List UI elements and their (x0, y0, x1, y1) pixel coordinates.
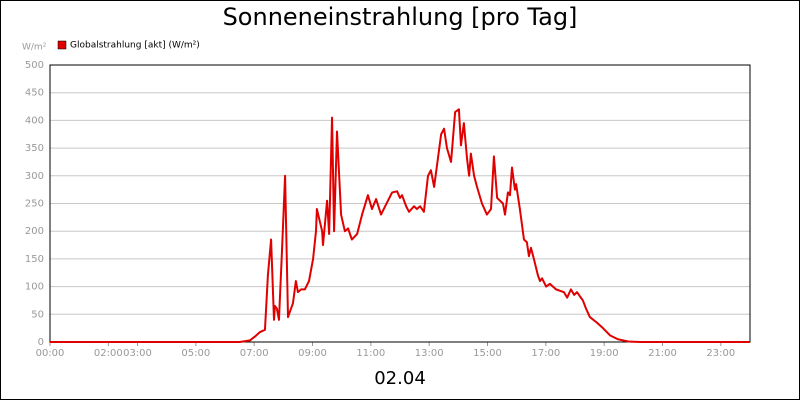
y-unit: W/m² (22, 43, 47, 53)
plot-border (49, 64, 751, 343)
x-tick-label: 02:00 (94, 348, 123, 359)
x-tick-label: 21:00 (648, 348, 677, 359)
x-tick-label: 13:00 (415, 348, 444, 359)
x-tick-label: 23:00 (706, 348, 735, 359)
x-tick-label: 15:00 (473, 348, 502, 359)
x-tick-label: 09:00 (298, 348, 327, 359)
x-tick-label: 05:00 (181, 348, 210, 359)
x-axis-label: 02.04 (374, 368, 426, 389)
y-tick-label: 100 (25, 282, 44, 293)
legend-swatch (57, 40, 67, 50)
x-tick-label: 17:00 (531, 348, 560, 359)
series-line (50, 108, 750, 343)
y-tick-label: 200 (25, 226, 44, 237)
y-tick-label: 400 (25, 115, 44, 126)
chart-title: Sonneneinstrahlung [pro Tag] (223, 3, 578, 31)
y-tick-label: 350 (25, 143, 44, 154)
x-tick-label: 19:00 (590, 348, 619, 359)
y-tick-label: 500 (25, 60, 44, 71)
y-tick-label: 450 (25, 88, 44, 99)
y-tick-label: 150 (25, 254, 44, 265)
grid: 0 50 100 150 200 250 300 350 400 450 500 00:00 02:00… (25, 60, 751, 359)
y-tick-label: 50 (31, 309, 44, 320)
y-tick-label: 300 (25, 171, 44, 182)
y-tick-label: 0 (38, 337, 44, 348)
x-tick-label: 11:00 (356, 348, 385, 359)
x-tick-label: 00:00 (36, 348, 65, 359)
x-tick-label: 07:00 (240, 348, 269, 359)
plot: Globalstrahlung [akt] (W/m²) (50, 41, 750, 343)
legend-label: Globalstrahlung [akt] (W/m²) (70, 41, 200, 51)
x-tick-label: 03:00 (123, 348, 152, 359)
y-tick-label: 250 (25, 199, 44, 210)
